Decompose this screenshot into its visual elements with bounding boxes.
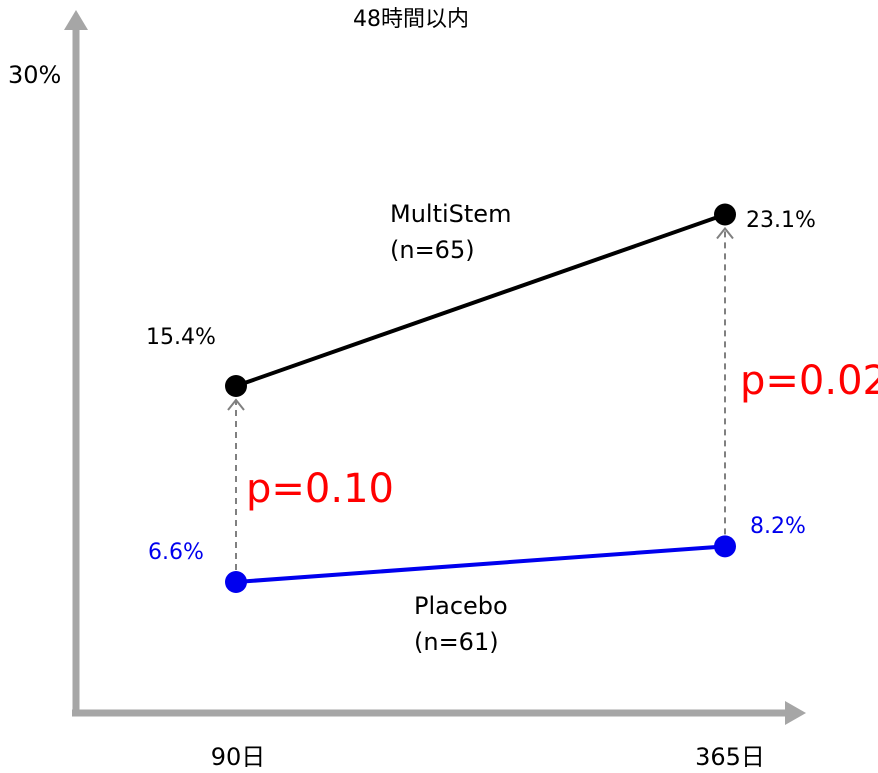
series-line-multistem [235, 212, 726, 388]
x-tick-label-90: 90日 [211, 743, 266, 771]
p-value-365: p=0.02 [740, 358, 878, 404]
data-point-multistem-365 [714, 203, 736, 226]
dashed-arrowhead-365 [716, 226, 734, 240]
value-label-placebo-365: 8.2% [750, 514, 806, 539]
value-label-multistem-365: 23.1% [746, 208, 816, 233]
chart-title: 48時間以内 [353, 7, 469, 32]
dashed-arrowhead-90 [227, 398, 245, 411]
x-axis [72, 701, 806, 725]
y-tick-label: 30% [8, 61, 61, 89]
series-name-placebo: Placebo [414, 592, 508, 620]
data-point-placebo-90 [225, 571, 247, 593]
x-axis-arrowhead [785, 701, 806, 725]
value-label-placebo-90: 6.6% [148, 540, 204, 565]
value-label-multistem-90: 15.4% [146, 325, 216, 350]
series-name-multistem: MultiStem [390, 200, 511, 228]
data-point-placebo-365 [714, 535, 736, 558]
series-line-placebo [235, 544, 726, 584]
difference-connectors [227, 226, 734, 570]
p-value-90: p=0.10 [246, 466, 394, 512]
series-n-placebo: (n=61) [414, 628, 499, 656]
y-axis [64, 10, 88, 713]
y-axis-arrowhead [64, 10, 88, 30]
series-n-multistem: (n=65) [390, 236, 475, 264]
data-point-multistem-90 [225, 375, 247, 397]
x-tick-label-365: 365日 [695, 743, 765, 771]
